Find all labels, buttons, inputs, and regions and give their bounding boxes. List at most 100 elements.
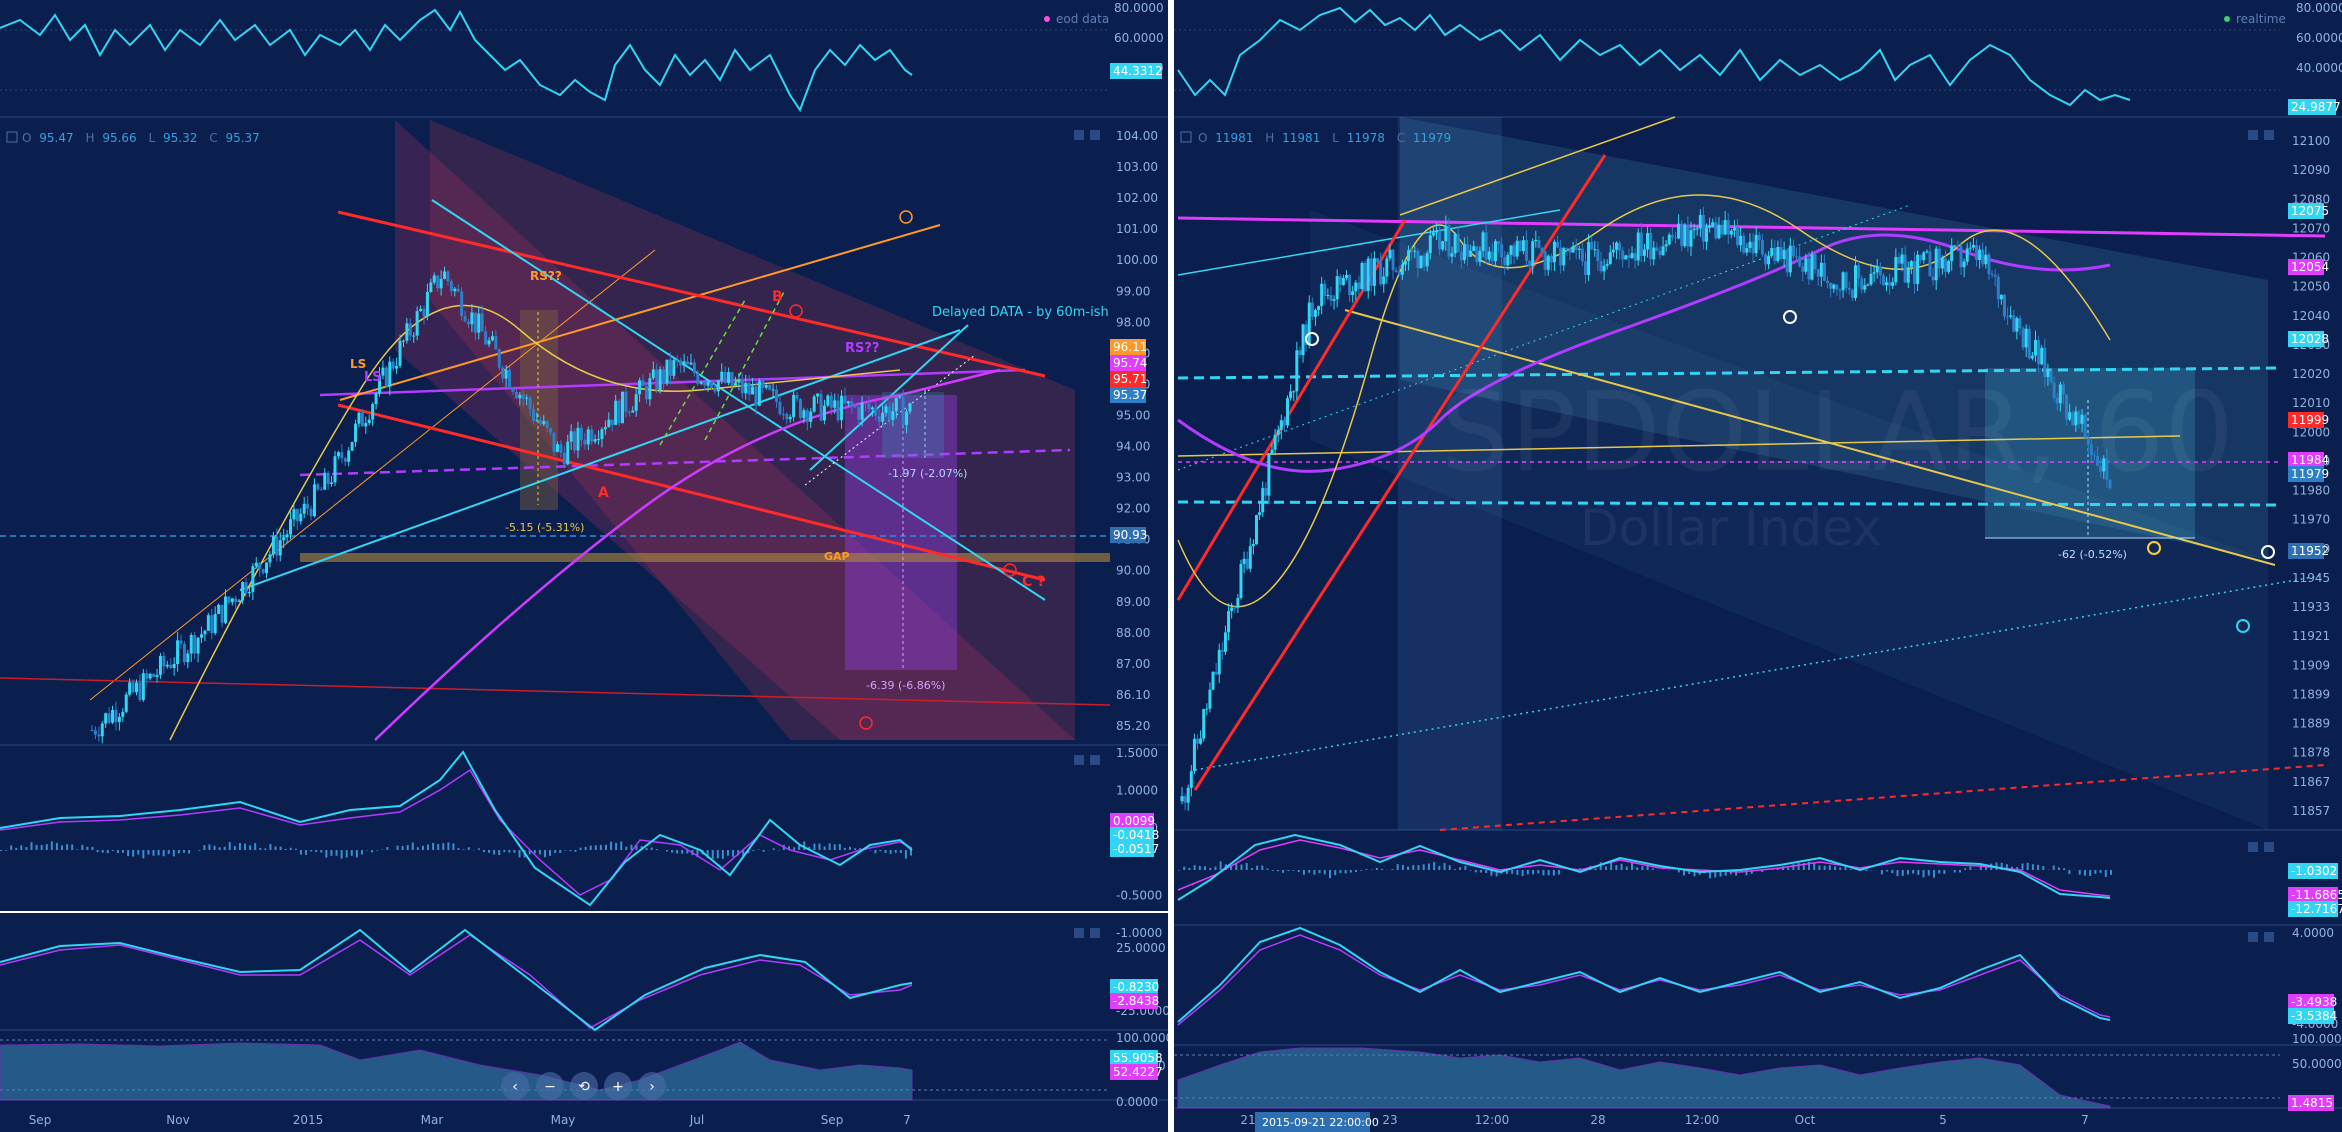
candle-body bbox=[443, 271, 447, 280]
histogram-bar bbox=[294, 848, 297, 850]
candle-body bbox=[1711, 222, 1715, 226]
candle-body bbox=[545, 421, 549, 429]
pane-up-button[interactable] bbox=[1074, 130, 1084, 140]
pane-down-button[interactable] bbox=[1090, 130, 1100, 140]
candle-body bbox=[1987, 254, 1991, 275]
histogram-bar bbox=[538, 850, 541, 855]
price-axis-tick: 12080 bbox=[2292, 192, 2330, 206]
candle-body bbox=[316, 484, 320, 490]
macd-up-button[interactable] bbox=[1074, 755, 1084, 765]
time-axis-tick: 12:00 bbox=[1685, 1113, 1720, 1127]
histogram-bar bbox=[599, 844, 602, 850]
right-macd-histogram bbox=[1178, 861, 2112, 879]
left-top-osc-line bbox=[0, 8, 913, 113]
candle-body bbox=[189, 635, 193, 654]
candle-body bbox=[884, 406, 888, 413]
osc2-up-button[interactable] bbox=[1074, 928, 1084, 938]
annotation-m3: -6.39 (-6.86%) bbox=[866, 679, 945, 692]
candle-body bbox=[1276, 429, 1280, 436]
candle-body bbox=[1286, 398, 1290, 426]
marker-circle-icon bbox=[859, 716, 873, 730]
histogram-bar bbox=[172, 850, 175, 857]
candle-body bbox=[1791, 245, 1795, 257]
candle-body bbox=[2006, 316, 2010, 318]
histogram-bar bbox=[833, 844, 836, 850]
candle-body bbox=[1624, 255, 1628, 260]
zoom-in-button[interactable] bbox=[604, 1072, 632, 1100]
price-axis-tick: 12020 bbox=[2292, 367, 2330, 381]
candle-body bbox=[1729, 230, 1733, 235]
candle-body bbox=[566, 441, 570, 465]
pane-down-button[interactable] bbox=[2264, 130, 2274, 140]
collapse-icon[interactable] bbox=[1180, 131, 1192, 143]
zoom-next-button[interactable] bbox=[638, 1072, 666, 1100]
time-axis-tick: Jul bbox=[689, 1113, 704, 1127]
candle-body bbox=[323, 472, 327, 490]
histogram-bar bbox=[25, 847, 28, 850]
ohlc-o-label: O bbox=[1198, 131, 1207, 145]
candle-body bbox=[1605, 264, 1609, 266]
candle-body bbox=[1220, 650, 1224, 652]
histogram-bar bbox=[1594, 868, 1597, 870]
ohlc-h-label: H bbox=[85, 131, 94, 145]
histogram-bar bbox=[1844, 866, 1847, 870]
histogram-bar bbox=[1891, 870, 1894, 874]
candle-body bbox=[1587, 242, 1591, 275]
candle-body bbox=[1444, 225, 1448, 242]
osc3-tag: 55.9058 bbox=[1110, 1050, 1163, 1066]
candle-body bbox=[1962, 261, 1966, 268]
candle-body bbox=[1919, 254, 1923, 261]
macd-up-button[interactable] bbox=[2248, 842, 2258, 852]
histogram-bar bbox=[1485, 870, 1488, 874]
histogram-bar bbox=[1792, 864, 1795, 870]
chart-divider[interactable] bbox=[1168, 0, 1174, 1132]
candle-body bbox=[1872, 272, 1876, 274]
candle-body bbox=[405, 323, 409, 341]
histogram-bar bbox=[238, 843, 241, 850]
candle-body bbox=[271, 536, 275, 555]
price-tag-text: 96.11 bbox=[1113, 340, 1147, 354]
candle-body bbox=[1813, 254, 1817, 270]
pane-up-button[interactable] bbox=[2248, 130, 2258, 140]
osc2-up-button[interactable] bbox=[2248, 932, 2258, 942]
osc2-down-button[interactable] bbox=[2264, 932, 2274, 942]
zoom-out-button[interactable] bbox=[536, 1072, 564, 1100]
candle-body bbox=[2096, 456, 2100, 467]
histogram-bar bbox=[137, 850, 140, 855]
candle-body bbox=[1621, 250, 1625, 260]
annotation-ls2: LS bbox=[364, 370, 382, 385]
histogram-bar bbox=[2089, 870, 2092, 877]
histogram-bar bbox=[686, 850, 689, 854]
candle-body bbox=[377, 375, 381, 394]
histogram-bar bbox=[1797, 862, 1800, 870]
candle-body bbox=[1525, 240, 1529, 261]
candle-body bbox=[1506, 254, 1510, 266]
candle-body bbox=[1720, 224, 1724, 235]
candle-body bbox=[1757, 234, 1761, 240]
histogram-bar bbox=[2052, 865, 2055, 870]
candle-body bbox=[2086, 437, 2090, 445]
candle-body bbox=[1894, 256, 1898, 283]
collapse-icon[interactable] bbox=[6, 131, 18, 143]
macd-down-button[interactable] bbox=[1090, 755, 1100, 765]
candle-body bbox=[788, 416, 792, 420]
candle-body bbox=[1742, 235, 1746, 253]
top-osc-tick: 80.0000 bbox=[2296, 1, 2342, 15]
price-axis-tick: 11889 bbox=[2292, 717, 2330, 731]
candle-body bbox=[1928, 251, 1932, 277]
osc2-down-button[interactable] bbox=[1090, 928, 1100, 938]
macd-down-button[interactable] bbox=[2264, 842, 2274, 852]
zoom-prev-button[interactable] bbox=[501, 1072, 529, 1100]
annotation-c: C ? bbox=[1022, 574, 1045, 590]
candle-body bbox=[292, 509, 296, 520]
histogram-bar bbox=[1953, 870, 1956, 873]
candle-body bbox=[905, 411, 909, 425]
zoom-reset-button[interactable] bbox=[570, 1072, 598, 1100]
histogram-bar bbox=[1344, 870, 1347, 874]
top-osc-tick: 60.0000 bbox=[2296, 31, 2342, 45]
candle-body bbox=[1323, 283, 1327, 296]
histogram-bar bbox=[1230, 866, 1233, 870]
histogram-bar bbox=[61, 845, 64, 850]
candle-body bbox=[1431, 232, 1435, 236]
candle-body bbox=[1950, 245, 1954, 262]
